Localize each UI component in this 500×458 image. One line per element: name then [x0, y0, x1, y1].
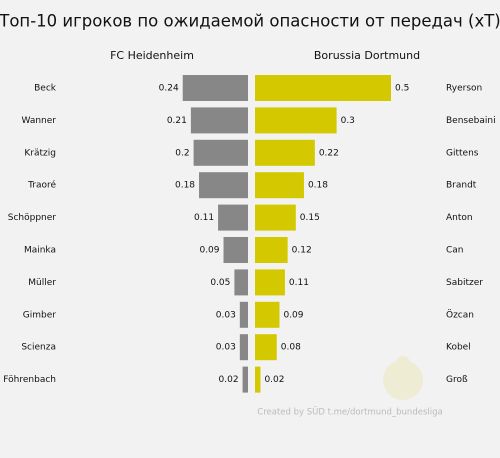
bar — [255, 107, 337, 134]
bar — [255, 172, 304, 199]
player-name: Mainka — [24, 246, 56, 256]
bar — [218, 204, 248, 231]
player-name: Groß — [446, 375, 468, 385]
player-name: Schöppner — [8, 213, 57, 223]
bar — [239, 301, 248, 328]
bar — [255, 75, 391, 101]
bar — [242, 366, 248, 393]
bar — [255, 204, 296, 231]
value-label: 0.3 — [341, 116, 355, 126]
value-label: 0.18 — [308, 181, 328, 191]
bar — [255, 366, 261, 393]
player-name: Ryerson — [446, 84, 482, 94]
watermark-logo — [383, 356, 423, 400]
value-label: 0.15 — [300, 213, 320, 223]
value-label: 0.05 — [210, 278, 230, 288]
player-name: Gittens — [446, 148, 479, 158]
value-label: 0.03 — [216, 343, 236, 353]
player-name: Sabitzer — [446, 278, 483, 288]
value-label: 0.24 — [159, 84, 179, 94]
player-name: Can — [446, 246, 464, 256]
caption: Created by SÜD t.me/dortmund_bundesliga — [257, 407, 442, 418]
team-name: FC Heidenheim — [110, 49, 194, 62]
player-name: Özcan — [446, 309, 474, 320]
player-name: Bensebaini — [446, 116, 496, 126]
player-name: Brandt — [446, 181, 477, 191]
bar — [255, 269, 285, 296]
player-name: Scienza — [21, 343, 56, 353]
player-name: Kobel — [446, 343, 471, 353]
player-name: Beck — [34, 84, 57, 94]
player-name: Müller — [28, 278, 56, 288]
value-label: 0.09 — [283, 310, 303, 320]
bar — [255, 301, 280, 328]
value-label: 0.02 — [219, 375, 239, 385]
value-label: 0.5 — [395, 84, 409, 94]
value-label: 0.11 — [194, 213, 214, 223]
value-label: 0.12 — [292, 246, 312, 256]
bar — [193, 139, 248, 166]
bar — [199, 172, 248, 199]
bar — [182, 75, 248, 101]
bar — [234, 269, 248, 296]
player-name: Krätzig — [24, 148, 56, 158]
chart-title: Топ-10 игроков по ожидаемой опасности от… — [0, 12, 500, 31]
player-name: Wanner — [22, 116, 57, 126]
bar — [255, 237, 288, 263]
bar — [190, 107, 248, 134]
bar — [223, 237, 248, 263]
player-name: Anton — [446, 213, 473, 223]
value-label: 0.02 — [264, 375, 284, 385]
value-label: 0.11 — [289, 278, 309, 288]
value-label: 0.21 — [167, 116, 187, 126]
player-name: Gimber — [23, 310, 56, 320]
value-label: 0.22 — [319, 148, 339, 158]
value-label: 0.03 — [216, 310, 236, 320]
player-name: Föhrenbach — [3, 375, 56, 385]
bar — [239, 334, 248, 361]
player-name: Traoré — [27, 180, 56, 191]
bar — [255, 334, 277, 361]
bar — [255, 139, 315, 166]
value-label: 0.18 — [175, 181, 195, 191]
team-name: Borussia Dortmund — [314, 49, 420, 62]
value-label: 0.2 — [175, 148, 189, 158]
value-label: 0.09 — [199, 246, 219, 256]
value-label: 0.08 — [281, 343, 301, 353]
